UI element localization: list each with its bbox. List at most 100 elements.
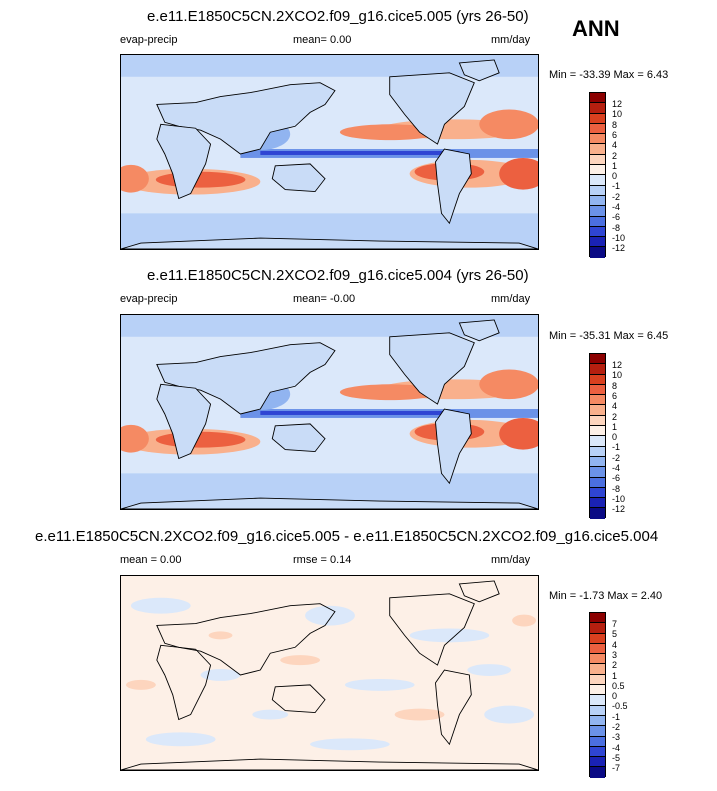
panel-3-colorbar-label: -2: [612, 722, 621, 732]
panel-3-colorbar-label: 0.5: [612, 680, 625, 691]
difference-patches: [130, 597, 535, 751]
colorbar-swatch: [590, 216, 605, 227]
colorbar-swatch: [590, 154, 605, 166]
colorbar-swatch: [590, 415, 605, 427]
colorbar-swatch: [590, 123, 605, 135]
panel-2-minmax: Min = -35.31 Max = 6.45: [549, 330, 669, 342]
colorbar-swatch: [590, 405, 605, 416]
panel-1-map-svg: [121, 55, 538, 249]
panel-3-colorbar: [589, 612, 606, 778]
colorbar-swatch: [590, 446, 605, 457]
panel-3-colorbar-label: -1: [612, 711, 621, 722]
panel-1-units-label: mm/day: [491, 34, 531, 46]
continents: [121, 319, 538, 509]
panel-2-colorbar-label: 12: [612, 360, 623, 370]
colorbar-swatch: [590, 185, 605, 196]
colorbar-swatch: [590, 237, 605, 248]
panel-1-colorbar: [589, 92, 606, 258]
panel-1-colorbar-label: -4: [612, 202, 621, 212]
panel-2-colorbar-label: 0: [612, 432, 618, 443]
panel-2-colorbar-label: -6: [612, 473, 621, 484]
colorbar-swatch: [590, 643, 605, 655]
panel-3-colorbar-label: 7: [612, 619, 618, 629]
panel-3-colorbar-label: -3: [612, 732, 621, 743]
panel-1-colorbar-label: 10: [612, 109, 623, 120]
panel-1-map: [120, 54, 539, 250]
panel-3-minmax: Min = -1.73 Max = 2.40: [549, 590, 663, 602]
panel-3-colorbar-label: 5: [612, 629, 618, 640]
south-america-outline: [435, 148, 472, 225]
panel-1-title: e.e11.E1850C5CN.2XCO2.f09_g16.cice5.005 …: [147, 8, 529, 25]
panel-1-colorbar-label: 6: [612, 129, 618, 140]
colorbar-swatch: [590, 477, 605, 488]
panel-1-variable-label: evap-precip: [120, 34, 178, 46]
colorbar-swatch: [590, 354, 605, 365]
panel-1-colorbar-label: 2: [612, 150, 618, 161]
north-america-outline: [389, 72, 475, 145]
panel-3-title: e.e11.E1850C5CN.2XCO2.f09_g16.cice5.005 …: [35, 528, 659, 545]
panel-2-colorbar-label: -1: [612, 442, 621, 453]
colorbar-swatch: [590, 226, 605, 238]
difference-positive-patches: [125, 614, 537, 721]
australia-outline: [271, 163, 326, 193]
panel-3-map: [120, 575, 539, 771]
panel-2-colorbar-label: 6: [612, 390, 618, 401]
colorbar-swatch: [590, 134, 605, 145]
arctic-band: [121, 55, 538, 77]
panel-2-colorbar-label: -10: [612, 493, 626, 504]
colorbar-swatch: [590, 93, 605, 104]
panel-2-colorbar-label: 2: [612, 411, 618, 422]
colorbar-swatch: [590, 715, 605, 727]
panel-2-map: [120, 314, 539, 510]
panel-2-mean-label: mean= -0.00: [293, 293, 356, 305]
panel-3-units-label: mm/day: [491, 554, 531, 566]
colorbar-swatch: [590, 767, 605, 778]
antarctica-outline: [121, 237, 538, 249]
panel-3-colorbar-label: 4: [612, 639, 618, 650]
colorbar-swatch: [590, 487, 605, 499]
colorbar-swatch: [590, 613, 605, 624]
panel-1-colorbar-label: 1: [612, 160, 618, 171]
colorbar-swatch: [590, 384, 605, 396]
continents: [121, 59, 538, 249]
panel-2-colorbar-label: 1: [612, 421, 618, 432]
panel-1-colorbar-label: -1: [612, 181, 621, 192]
panel-3-colorbar-label: 2: [612, 660, 618, 671]
panel-1-colorbar-label: -6: [612, 212, 621, 223]
panel-2-colorbar-label: -8: [612, 483, 621, 494]
colorbar-swatch: [590, 498, 605, 509]
colorbar-swatch: [590, 436, 605, 447]
colorbar-swatch: [590, 695, 605, 706]
panel-2-units-label: mm/day: [491, 293, 531, 305]
south-atlantic-positive: [499, 157, 538, 190]
panel-2-colorbar-label: 10: [612, 370, 623, 381]
panel-3-colorbar-label: -4: [612, 742, 621, 753]
panel-1-colorbar-label: -2: [612, 191, 621, 202]
panel-2-colorbar-label: -2: [612, 452, 621, 463]
panel-2-colorbar: [589, 353, 606, 519]
panel-2-map-svg: [121, 315, 538, 509]
panel-3-map-svg: [121, 576, 538, 770]
colorbar-swatch: [590, 195, 605, 207]
panel-2-colorbar-label: 8: [612, 380, 618, 391]
colorbar-swatch: [590, 467, 605, 478]
panel-3-mean-label: mean = 0.00: [120, 554, 182, 566]
colorbar-swatch: [590, 623, 605, 634]
panel-3-colorbar-label: 3: [612, 649, 618, 660]
colorbar-swatch: [590, 144, 605, 155]
panel-3-rmse-label: rmse = 0.14: [293, 554, 352, 566]
greenland-outline: [458, 59, 500, 82]
colorbar-swatch: [590, 456, 605, 468]
panel-1-colorbar-label: -8: [612, 222, 621, 233]
season-label: ANN: [572, 16, 620, 41]
panel-3-colorbar-label: 0: [612, 691, 618, 702]
colorbar-swatch: [590, 374, 605, 385]
panel-1-colorbar-label: -10: [612, 232, 626, 243]
panel-3-colorbar-label: -5: [612, 752, 621, 763]
panel-2-colorbar-label: 4: [612, 401, 618, 412]
panel-2-colorbar-label: -12: [612, 504, 626, 515]
colorbar-swatch: [590, 633, 605, 644]
panel-2-title: e.e11.E1850C5CN.2XCO2.f09_g16.cice5.004 …: [147, 267, 529, 284]
panel-3-colorbar-label: 1: [612, 670, 618, 681]
colorbar-swatch: [590, 757, 605, 768]
